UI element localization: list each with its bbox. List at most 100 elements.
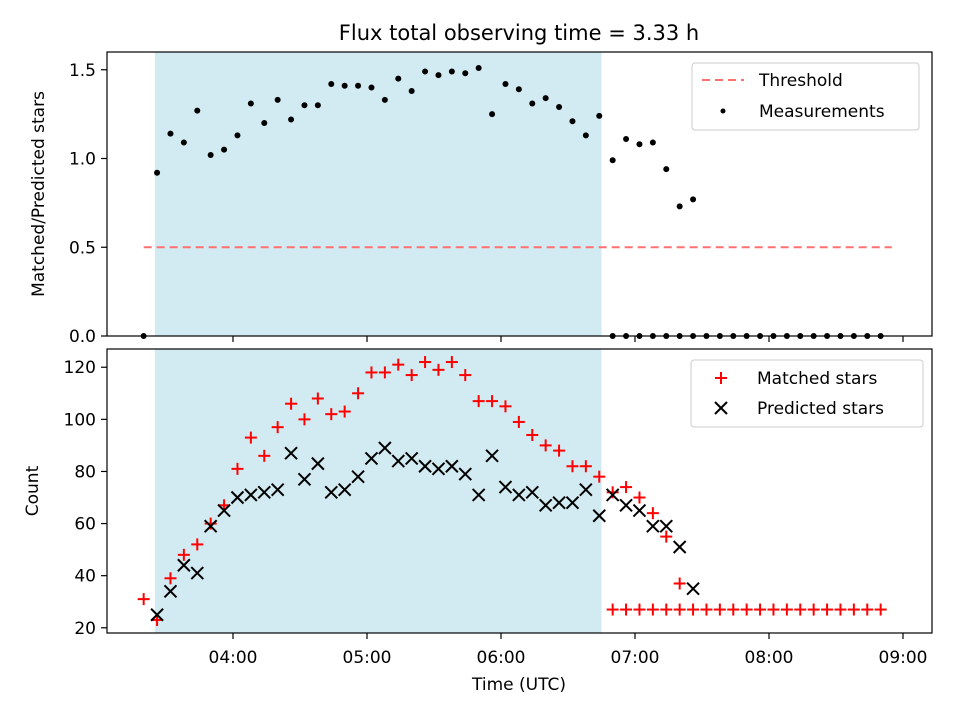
x-tick-label: 04:00 [209, 648, 258, 668]
matched-star-point [673, 577, 686, 590]
top-legend: Threshold Measurements [691, 62, 920, 131]
predicted-star-point [337, 482, 352, 497]
predicted-star-point [659, 519, 673, 533]
predicted-star-point [471, 488, 486, 502]
predicted-star-point [646, 519, 660, 533]
measurement-point [274, 96, 281, 103]
matched-star-point [298, 413, 311, 426]
top-y-axis-ticks: 0.0 0.5 1.0 1.5 [69, 61, 107, 347]
predicted-star-point [445, 459, 459, 473]
matched-star-point [620, 603, 633, 616]
predicted-star-point [177, 558, 191, 572]
predicted-star-point [672, 540, 687, 554]
matched-star-point [740, 603, 753, 616]
predicted-star-point [619, 498, 633, 513]
matched-star-point [244, 431, 257, 444]
matched-star-point [713, 603, 726, 616]
measurement-point [569, 118, 576, 125]
measurement-point [234, 132, 241, 139]
measurement-point [502, 80, 509, 87]
measurement-point [381, 96, 388, 103]
matched-star-point [834, 603, 847, 616]
measurement-point [529, 100, 536, 107]
matched-star-point [794, 603, 807, 616]
measurement-point [422, 68, 429, 75]
legend-predicted-swatch [714, 401, 728, 415]
matched-star-point [593, 470, 606, 483]
measurement-point [261, 120, 268, 126]
measurement-point [609, 157, 616, 164]
matched-star-point [700, 603, 713, 616]
matched-star-point [271, 421, 284, 434]
matched-star-point [285, 397, 298, 410]
predicted-star-point [297, 472, 312, 486]
predicted-star-point [324, 485, 338, 500]
matched-star-point [445, 356, 458, 369]
matched-star-point [579, 460, 592, 473]
matched-star-point [177, 548, 190, 561]
measurement-point [167, 130, 174, 137]
predicted-star-point [203, 519, 218, 533]
matched-star-point [258, 449, 271, 462]
measurement-point [314, 102, 321, 109]
x-tick-label: 05:00 [343, 648, 392, 668]
x-tick-label: 06:00 [477, 648, 526, 668]
matched-star-point [660, 603, 673, 616]
predicted-star-point [512, 488, 526, 502]
predicted-star-point [351, 469, 365, 484]
matched-star-point [767, 603, 780, 616]
predicted-star-point [217, 503, 231, 518]
bottom-y-tick-label: 80 [74, 462, 96, 482]
measurement-point [596, 112, 603, 119]
measurement-point [663, 166, 670, 173]
matched-star-point [780, 603, 793, 616]
matched-star-point [687, 603, 700, 616]
predicted-star-point [378, 441, 392, 455]
predicted-star-point [552, 496, 566, 510]
predicted-star-point [592, 509, 606, 523]
matched-star-point [472, 395, 485, 408]
matched-star-point [606, 603, 619, 616]
measurement-point [301, 102, 308, 109]
bottom-y-tick-label: 40 [74, 567, 96, 587]
predicted-star-point [458, 467, 472, 481]
predicted-star-point [418, 459, 432, 473]
predicted-star-point [190, 566, 204, 580]
matched-star-point [338, 405, 351, 418]
x-tick-label: 08:00 [745, 648, 794, 668]
matched-star-point [392, 358, 405, 371]
matched-star-point [633, 603, 646, 616]
measurement-point [582, 132, 589, 139]
predicted-star-point [579, 482, 593, 497]
measurement-point [328, 80, 335, 87]
matched-star-point [137, 593, 150, 606]
measurement-point [368, 84, 375, 91]
matched-star-point [539, 439, 552, 452]
top-y-tick-label: 1.5 [69, 61, 96, 81]
measurement-point [462, 70, 469, 77]
matched-star-point [311, 392, 324, 405]
matched-star-point [352, 387, 365, 400]
bottom-panel: 20 40 60 80 100 120 04:00 05:00 06:00 07:00 08:00… [23, 348, 933, 695]
legend-measurements-label: Measurements [759, 102, 885, 122]
measurement-point [435, 72, 442, 79]
matched-star-point [405, 369, 418, 382]
measurement-point [180, 139, 187, 146]
bottom-y-axis-label: Count [23, 465, 43, 516]
measurement-point [636, 141, 643, 148]
measurement-point [690, 196, 697, 203]
measurement-point [556, 104, 563, 111]
legend-measurements-swatch [720, 108, 726, 114]
measurement-point [288, 116, 295, 123]
matched-star-point [727, 603, 740, 616]
matched-star-point [566, 460, 579, 473]
predicted-star-point [257, 485, 271, 500]
predicted-star-point [565, 496, 580, 510]
matched-star-point [459, 369, 472, 382]
matched-star-point [673, 603, 686, 616]
x-axis-label: Time (UTC) [471, 675, 566, 695]
measurement-point [395, 75, 402, 82]
measurement-point [623, 135, 630, 142]
bottom-y-tick-label: 120 [64, 358, 96, 378]
